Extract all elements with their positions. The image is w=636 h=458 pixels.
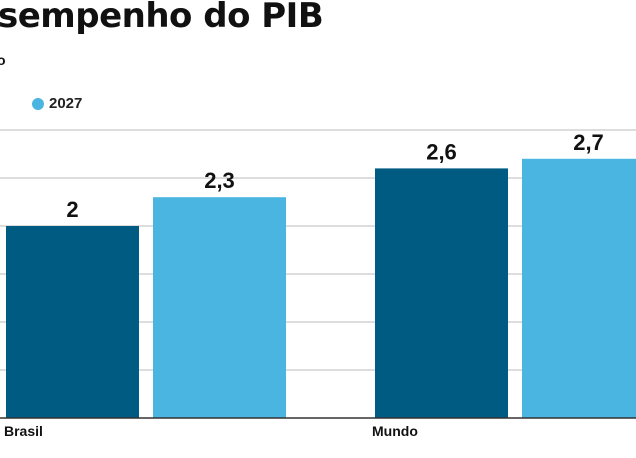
bar-mundo-series-2 (522, 158, 636, 419)
bars (6, 158, 636, 419)
value-label-brasil-series-2: 2,3 (204, 168, 235, 193)
bar-mundo-series-1 (375, 168, 508, 418)
legend-label-2027: 2027 (49, 95, 83, 112)
value-label-mundo-series-2: 2,7 (573, 130, 604, 155)
bar-brasil-series-1 (6, 226, 139, 418)
chart-title: sempenho do PIB (0, 0, 324, 36)
subtitle-fragment: o (0, 52, 6, 68)
value-labels: 2 2,3 2,6 2,7 (66, 130, 603, 222)
value-label-mundo-series-1: 2,6 (426, 139, 457, 164)
legend: 2027 (32, 95, 82, 112)
bar-brasil-series-2 (153, 197, 286, 418)
category-label-brasil: Brasil (4, 423, 43, 439)
category-label-mundo: Mundo (372, 423, 418, 439)
legend-swatch-2027 (32, 97, 44, 110)
value-label-brasil-series-1: 2 (66, 197, 78, 222)
